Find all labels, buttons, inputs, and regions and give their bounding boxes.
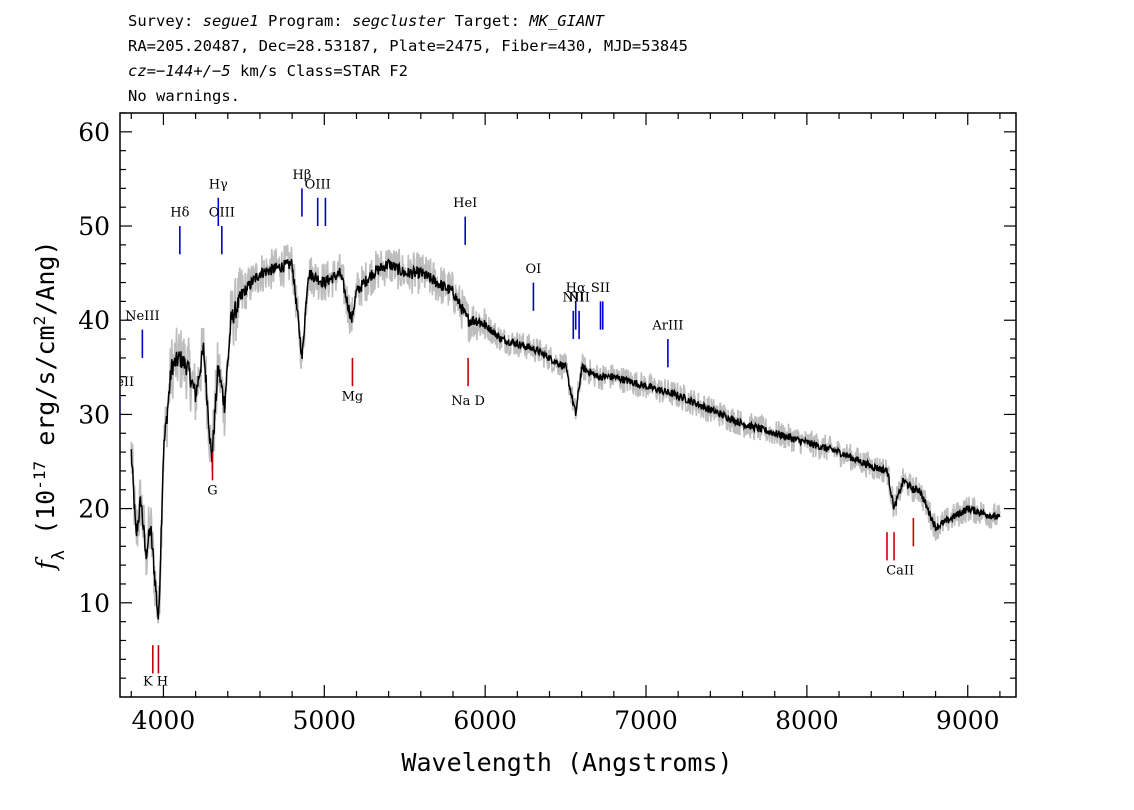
emission-line-label: Hβ [293, 168, 312, 183]
cz-value: =−144+/−5 [146, 62, 231, 80]
emission-line-label: NII [568, 290, 590, 305]
x-tick-label: 7000 [614, 706, 678, 735]
emission-line-label: NII [562, 290, 584, 305]
cz-label: cz [128, 62, 147, 80]
y-tick-label: 10 [78, 589, 110, 618]
y-tick-label: 20 [78, 495, 110, 524]
noise-series [130, 244, 1001, 624]
y-tick-label: 60 [78, 118, 110, 147]
class-text: km/s Class=STAR F2 [230, 62, 408, 80]
emission-line-label: OIII [305, 177, 331, 192]
header-line-3: cz=−144+/−5 km/s Class=STAR F2 [128, 62, 408, 80]
emission-line-label: Hδ [170, 206, 189, 221]
header-line-4: No warnings. [128, 87, 240, 105]
emission-line-label: OIII [209, 206, 235, 221]
plot-frame [119, 112, 1017, 698]
emission-line-label: HeI [453, 196, 477, 211]
survey-label: Survey: [128, 12, 203, 30]
x-tick-label: 8000 [775, 706, 839, 735]
y-tick-label: 30 [78, 400, 110, 429]
emission-line-label: SII [591, 281, 610, 296]
absorption-line-label: Mg [342, 389, 364, 404]
absorption-line-label: G [207, 483, 217, 498]
absorption-line-label: Na D [451, 394, 485, 409]
header-line-1: Survey: segue1 Program: segcluster Targe… [128, 12, 604, 30]
absorption-line-label: CaII [886, 564, 914, 579]
program-label: Program: [258, 12, 352, 30]
header-line-2: RA=205.20487, Dec=28.53187, Plate=2475, … [128, 37, 688, 55]
x-tick-label: 4000 [132, 706, 196, 735]
flux-series [130, 257, 1001, 620]
y-tick-label: 40 [78, 306, 110, 335]
absorption-line-label: K H [143, 675, 168, 690]
y-axis-label: fλ (10-17 erg/s/cm2/Ang) [30, 240, 70, 571]
survey-value: segue1 [202, 12, 259, 30]
x-tick-label: 6000 [453, 706, 517, 735]
y-tick-label: 50 [78, 212, 110, 241]
emission-line-label: NeIII [125, 309, 159, 324]
x-tick-label: 9000 [936, 706, 1000, 735]
emission-line-label: ArIII [651, 319, 683, 334]
emission-line-label: NeII [105, 375, 134, 390]
plot-area: 4000 5000 6000 7000 8000 9000 10 20 30 40 50 60 NeII… [78, 112, 1017, 735]
target-label: Target: [445, 12, 530, 30]
x-tick-label: 5000 [292, 706, 356, 735]
target-value: MK_GIANT [529, 12, 604, 30]
emission-line-label: Hα [566, 281, 586, 296]
x-axis-label: Wavelength (Angstroms) [401, 748, 732, 777]
program-value: segcluster [351, 12, 446, 30]
emission-line-label: OI [526, 262, 542, 277]
emission-line-label: Hγ [209, 177, 228, 192]
